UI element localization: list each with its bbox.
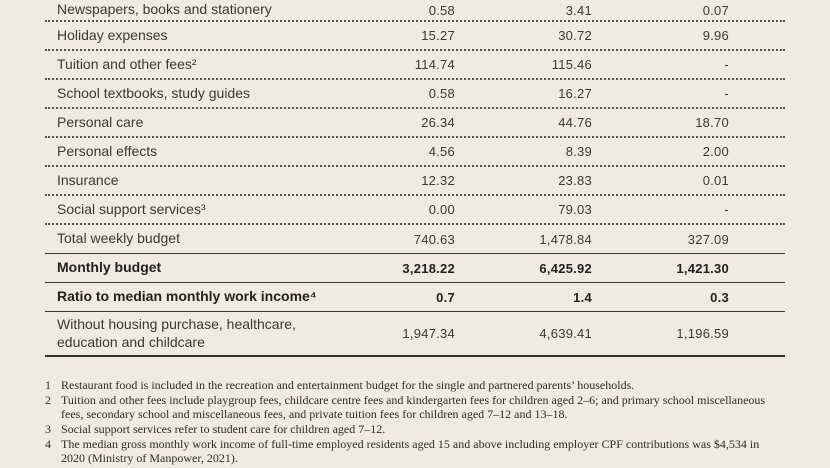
row-value: 30.72 [558, 28, 592, 43]
table-row: Newspapers, books and stationery 0.58 3.41… [45, 0, 785, 22]
row-label: Personal care [57, 113, 144, 130]
row-value: 3,218.22 [402, 260, 455, 276]
row-value: 6,425.92 [539, 260, 592, 276]
row-value: 15.27 [421, 28, 455, 43]
row-value: 0.00 [428, 202, 455, 217]
table-row: School textbooks, study guides 0.58 16.27 - [45, 80, 785, 109]
row-value: 115.46 [551, 57, 592, 72]
table-row: Total weekly budget 740.63 1,478.84 327.09 [45, 225, 785, 254]
row-value: 4,639.41 [539, 326, 592, 341]
row-value: 23.83 [558, 173, 592, 188]
row-value: 1.4 [573, 289, 592, 305]
row-value: - [724, 57, 729, 72]
row-value: 0.58 [428, 2, 455, 18]
row-value: 1,947.34 [402, 326, 455, 341]
row-value: 9.96 [702, 28, 729, 43]
row-value: 12.32 [421, 173, 455, 188]
table-row: Tuition and other fees² 114.74 115.46 - [45, 51, 785, 80]
row-value: 18.70 [695, 115, 729, 130]
row-value: 1,421.30 [676, 260, 729, 276]
row-value: - [724, 86, 729, 101]
table-row: Monthly budget 3,218.22 6,425.92 1,421.30 [45, 254, 785, 283]
footnote-number: 1 [45, 378, 51, 392]
row-value: 0.7 [436, 289, 455, 305]
row-value: 114.74 [414, 57, 455, 72]
row-value: 0.3 [710, 289, 729, 305]
row-value: 740.63 [413, 231, 455, 247]
row-label: Tuition and other fees² [57, 55, 197, 72]
row-value: 8.39 [565, 144, 592, 159]
table-row: Personal effects 4.56 8.39 2.00 [45, 138, 785, 167]
row-label: Social support services³ [57, 200, 206, 217]
footnote-number: 2 [45, 392, 51, 407]
footnote-text: Tuition and other fees include playgroup… [61, 392, 766, 422]
footnotes: 1 Restaurant food is included in the recr… [45, 378, 775, 466]
footnote-number: 4 [45, 436, 51, 451]
row-label: Without housing purchase, healthcare, ed… [57, 315, 296, 350]
row-value: 44.76 [558, 115, 592, 130]
row-value: 3.41 [565, 2, 592, 18]
row-value: 26.34 [421, 115, 455, 130]
footnote: 4 The median gross monthly work income of… [45, 437, 775, 466]
table-row: Insurance 12.32 23.83 0.01 [45, 167, 785, 196]
row-value: 1,196.59 [676, 326, 729, 341]
footnote-text: The median gross monthly work income of … [61, 436, 760, 466]
footnote: 1 Restaurant food is included in the recr… [45, 378, 775, 393]
row-value: 4.56 [428, 144, 455, 159]
row-value: 79.03 [558, 202, 592, 217]
row-value: - [724, 202, 729, 217]
table-row: Social support services³ 0.00 79.03 - [45, 196, 785, 225]
row-value: 16.27 [558, 86, 592, 101]
footnote: 2 Tuition and other fees include playgrou… [45, 393, 775, 422]
footnote: 3 Social support services refer to studen… [45, 422, 775, 437]
row-label: Insurance [57, 171, 119, 188]
row-value: 0.07 [702, 2, 729, 18]
row-label: Holiday expenses [57, 26, 168, 43]
row-label: Newspapers, books and stationery [57, 1, 272, 18]
table-row: Personal care 26.34 44.76 18.70 [45, 109, 785, 138]
row-value: 0.01 [702, 173, 729, 188]
row-value: 2.00 [702, 144, 729, 159]
row-label: Personal effects [57, 142, 158, 159]
footnote-number: 3 [45, 421, 51, 436]
table-row: Holiday expenses 15.27 30.72 9.96 [45, 22, 785, 51]
table-row: Ratio to median monthly work income⁴ 0.7 1… [45, 283, 785, 312]
row-value: 1,478.84 [539, 231, 592, 247]
table-row: Without housing purchase, healthcare, ed… [45, 312, 785, 357]
row-label: Ratio to median monthly work income⁴ [57, 288, 317, 305]
footnote-text: Restaurant food is included in the recre… [61, 378, 635, 392]
row-value: 327.09 [687, 231, 729, 247]
row-label: School textbooks, study guides [57, 84, 251, 101]
footnote-text: Social support services refer to student… [61, 421, 386, 436]
budget-table: Newspapers, books and stationery 0.58 3.41… [45, 0, 785, 357]
row-value: 0.58 [428, 86, 455, 101]
row-label: Total weekly budget [57, 230, 180, 247]
row-label: Monthly budget [57, 259, 162, 276]
